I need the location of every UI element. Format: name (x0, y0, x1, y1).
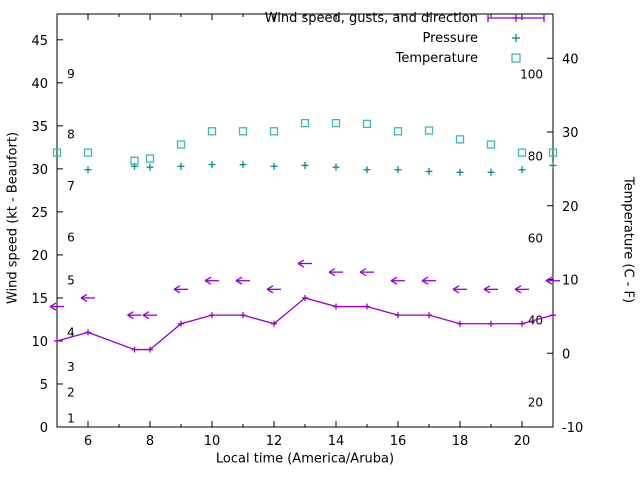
svg-text:60: 60 (528, 232, 543, 246)
svg-text:35: 35 (31, 120, 48, 135)
svg-text:20: 20 (562, 200, 579, 215)
svg-text:7: 7 (67, 179, 75, 193)
svg-text:30: 30 (562, 126, 579, 141)
legend-marker-pressure-icon (512, 34, 520, 42)
svg-text:0: 0 (40, 421, 48, 436)
svg-text:14: 14 (328, 434, 345, 449)
svg-text:12: 12 (266, 434, 283, 449)
svg-text:6: 6 (84, 434, 92, 449)
legend-marker-temperature-icon (511, 53, 521, 63)
svg-text:10: 10 (562, 274, 579, 289)
svg-text:40: 40 (31, 77, 48, 92)
svg-text:30: 30 (31, 163, 48, 178)
svg-text:5: 5 (40, 378, 48, 393)
legend-label-pressure: Pressure (422, 30, 478, 46)
svg-text:20: 20 (31, 249, 48, 264)
svg-text:8: 8 (146, 434, 154, 449)
legend-marker-wind-icon (487, 14, 545, 22)
svg-text:25: 25 (31, 206, 48, 221)
legend-label-wind: Wind speed, gusts, and direction (264, 10, 478, 26)
svg-text:20: 20 (514, 434, 531, 449)
legend-item-pressure: Pressure (265, 28, 545, 48)
x-axis-title: Local time (America/Aruba) (215, 451, 395, 467)
svg-text:10: 10 (204, 434, 221, 449)
svg-text:1: 1 (67, 411, 75, 425)
svg-text:100: 100 (520, 68, 543, 82)
svg-text:2: 2 (67, 386, 75, 400)
svg-text:8: 8 (67, 127, 75, 141)
svg-text:40: 40 (562, 52, 579, 67)
svg-text:10: 10 (31, 335, 48, 350)
svg-text:4: 4 (67, 325, 75, 339)
svg-text:45: 45 (31, 34, 48, 49)
svg-text:20: 20 (528, 395, 543, 409)
svg-text:18: 18 (452, 434, 469, 449)
svg-text:15: 15 (31, 292, 48, 307)
svg-text:6: 6 (67, 231, 75, 245)
svg-text:-10: -10 (562, 421, 583, 436)
svg-text:0: 0 (562, 347, 570, 362)
legend-item-wind: Wind speed, gusts, and direction (265, 8, 545, 28)
svg-text:80: 80 (528, 150, 543, 164)
svg-text:16: 16 (390, 434, 407, 449)
chart-legend: Wind speed, gusts, and direction Pressur… (265, 8, 545, 68)
legend-item-temperature: Temperature (265, 48, 545, 68)
right-axis-title: Temperature (C - F) (620, 176, 636, 304)
svg-text:5: 5 (67, 274, 75, 288)
svg-text:3: 3 (67, 360, 75, 374)
left-axis-title: Wind speed (kt - Beaufort) (5, 131, 21, 305)
legend-label-temperature: Temperature (395, 50, 478, 66)
svg-text:9: 9 (67, 67, 75, 81)
